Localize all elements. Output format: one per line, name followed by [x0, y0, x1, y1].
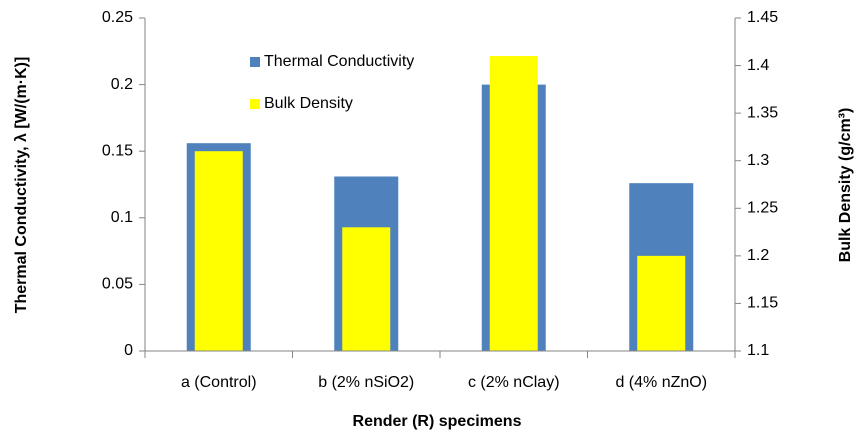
y2-tick-label: 1.25	[747, 200, 778, 217]
y-tick-label: 0.15	[102, 142, 133, 159]
y2-axis-title: Bulk Density (g/cm³)	[837, 108, 854, 263]
legend-swatch	[250, 99, 260, 109]
bar	[342, 227, 391, 351]
bar	[194, 151, 243, 351]
y2-tick-label: 1.35	[747, 104, 778, 121]
y2-tick-label: 1.45	[747, 9, 778, 26]
bar	[489, 56, 538, 352]
bar	[637, 255, 686, 351]
y-axis-title: Thermal Conductivity, λ [W/(m·K)]	[13, 57, 30, 314]
x-tick-label: c (2% nClay)	[468, 374, 560, 391]
y2-tick-label: 1.2	[747, 247, 769, 264]
y2-tick-label: 1.1	[747, 342, 769, 359]
x-tick-label: d (4% nZnO)	[615, 374, 707, 391]
legend-swatch	[250, 57, 260, 67]
y2-tick-label: 1.15	[747, 295, 778, 312]
legend-label: Bulk Density	[264, 95, 353, 112]
y2-tick-label: 1.4	[747, 57, 769, 74]
x-axis-title: Render (R) specimens	[353, 413, 522, 430]
y-tick-label: 0	[124, 342, 133, 359]
x-tick-label: a (Control)	[181, 374, 257, 391]
y-tick-label: 0.05	[102, 276, 133, 293]
y-tick-label: 0.25	[102, 9, 133, 26]
y2-tick-label: 1.3	[747, 152, 769, 169]
y-tick-label: 0.2	[111, 76, 133, 93]
x-tick-label: b (2% nSiO2)	[318, 374, 414, 391]
legend-label: Thermal Conductivity	[264, 53, 414, 70]
y-tick-label: 0.1	[111, 209, 133, 226]
